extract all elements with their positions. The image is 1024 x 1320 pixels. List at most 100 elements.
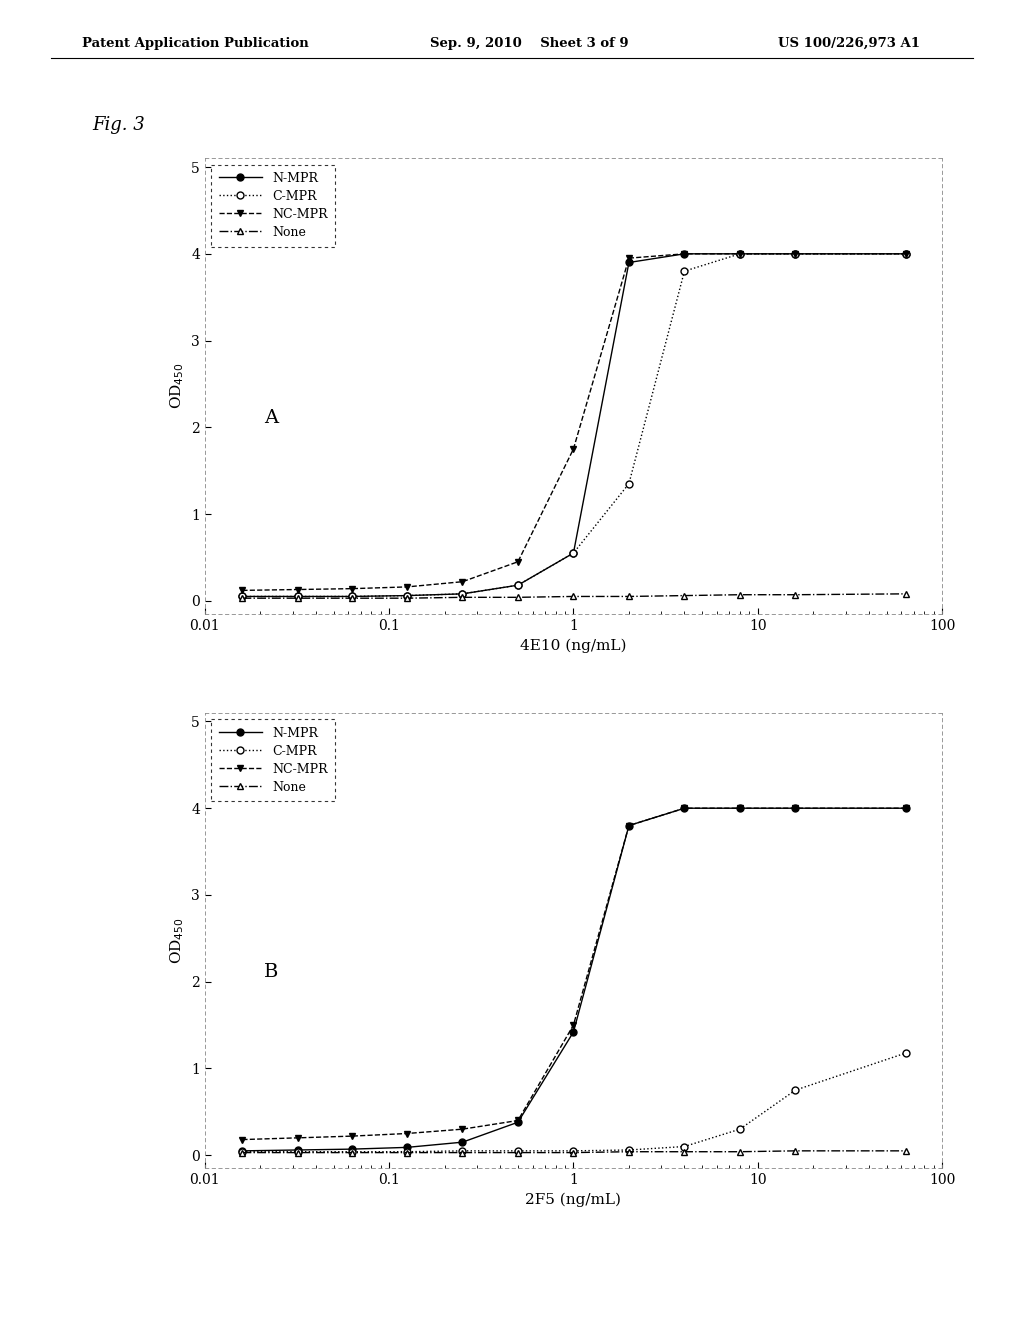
C-MPR: [623, 475, 635, 491]
NC-MPR: [400, 579, 413, 595]
NC-MPR: [512, 554, 524, 570]
NC-MPR: [790, 246, 802, 261]
Legend: N-MPR, C-MPR, NC-MPR, None: N-MPR, C-MPR, NC-MPR, None: [211, 719, 336, 801]
Text: US 100/226,973 A1: US 100/226,973 A1: [778, 37, 921, 50]
Line: None: None: [239, 590, 910, 602]
X-axis label: 2F5 (ng/mL): 2F5 (ng/mL): [525, 1192, 622, 1206]
Text: A: A: [264, 409, 278, 426]
N-MPR: [678, 800, 690, 816]
N-MPR: [457, 1134, 469, 1150]
NC-MPR: [734, 246, 746, 261]
C-MPR: [900, 1045, 912, 1061]
N-MPR: [623, 817, 635, 833]
None: [457, 1144, 469, 1160]
N-MPR: [346, 589, 358, 605]
C-MPR: [734, 1121, 746, 1137]
None: [790, 1143, 802, 1159]
N-MPR: [292, 589, 304, 605]
Text: B: B: [264, 964, 279, 981]
C-MPR: [457, 586, 469, 602]
C-MPR: [457, 1143, 469, 1159]
NC-MPR: [237, 582, 249, 598]
C-MPR: [734, 246, 746, 261]
NC-MPR: [457, 574, 469, 590]
None: [623, 1144, 635, 1160]
NC-MPR: [457, 1121, 469, 1137]
NC-MPR: [900, 246, 912, 261]
NC-MPR: [567, 1018, 580, 1034]
N-MPR: [400, 587, 413, 603]
Line: N-MPR: N-MPR: [239, 805, 910, 1154]
N-MPR: [678, 246, 690, 261]
NC-MPR: [567, 441, 580, 457]
C-MPR: [237, 589, 249, 605]
N-MPR: [512, 577, 524, 593]
N-MPR: [790, 246, 802, 261]
Line: NC-MPR: NC-MPR: [239, 805, 910, 1143]
None: [678, 1144, 690, 1160]
NC-MPR: [346, 1129, 358, 1144]
N-MPR: [900, 800, 912, 816]
NC-MPR: [292, 582, 304, 598]
N-MPR: [237, 589, 249, 605]
N-MPR: [567, 1024, 580, 1040]
X-axis label: 4E10 (ng/mL): 4E10 (ng/mL): [520, 638, 627, 652]
Legend: N-MPR, C-MPR, NC-MPR, None: N-MPR, C-MPR, NC-MPR, None: [211, 165, 336, 247]
C-MPR: [400, 1144, 413, 1160]
N-MPR: [457, 586, 469, 602]
None: [790, 587, 802, 603]
NC-MPR: [734, 800, 746, 816]
None: [346, 590, 358, 606]
C-MPR: [678, 263, 690, 279]
Y-axis label: OD$_{450}$: OD$_{450}$: [168, 363, 185, 409]
None: [734, 587, 746, 603]
N-MPR: [790, 800, 802, 816]
None: [900, 1143, 912, 1159]
Line: C-MPR: C-MPR: [239, 251, 910, 599]
NC-MPR: [237, 1131, 249, 1147]
Line: None: None: [239, 1147, 910, 1156]
N-MPR: [400, 1139, 413, 1155]
C-MPR: [567, 1143, 580, 1159]
None: [292, 1144, 304, 1160]
None: [400, 590, 413, 606]
C-MPR: [346, 1144, 358, 1160]
C-MPR: [292, 589, 304, 605]
N-MPR: [292, 1142, 304, 1158]
None: [900, 586, 912, 602]
None: [567, 1144, 580, 1160]
None: [400, 1144, 413, 1160]
N-MPR: [734, 246, 746, 261]
C-MPR: [790, 246, 802, 261]
N-MPR: [237, 1143, 249, 1159]
C-MPR: [678, 1139, 690, 1155]
N-MPR: [346, 1142, 358, 1158]
NC-MPR: [790, 800, 802, 816]
NC-MPR: [900, 800, 912, 816]
Text: Fig. 3: Fig. 3: [92, 116, 145, 135]
None: [512, 1144, 524, 1160]
None: [237, 1144, 249, 1160]
C-MPR: [790, 1082, 802, 1098]
C-MPR: [237, 1144, 249, 1160]
N-MPR: [900, 246, 912, 261]
Text: Patent Application Publication: Patent Application Publication: [82, 37, 308, 50]
C-MPR: [623, 1142, 635, 1158]
N-MPR: [567, 545, 580, 561]
NC-MPR: [678, 800, 690, 816]
NC-MPR: [346, 581, 358, 597]
None: [457, 590, 469, 606]
None: [237, 590, 249, 606]
N-MPR: [734, 800, 746, 816]
None: [292, 590, 304, 606]
NC-MPR: [623, 251, 635, 267]
None: [734, 1144, 746, 1160]
NC-MPR: [623, 817, 635, 833]
None: [346, 1144, 358, 1160]
None: [623, 589, 635, 605]
None: [512, 590, 524, 606]
NC-MPR: [400, 1126, 413, 1142]
Line: N-MPR: N-MPR: [239, 251, 910, 599]
C-MPR: [900, 246, 912, 261]
C-MPR: [512, 1143, 524, 1159]
